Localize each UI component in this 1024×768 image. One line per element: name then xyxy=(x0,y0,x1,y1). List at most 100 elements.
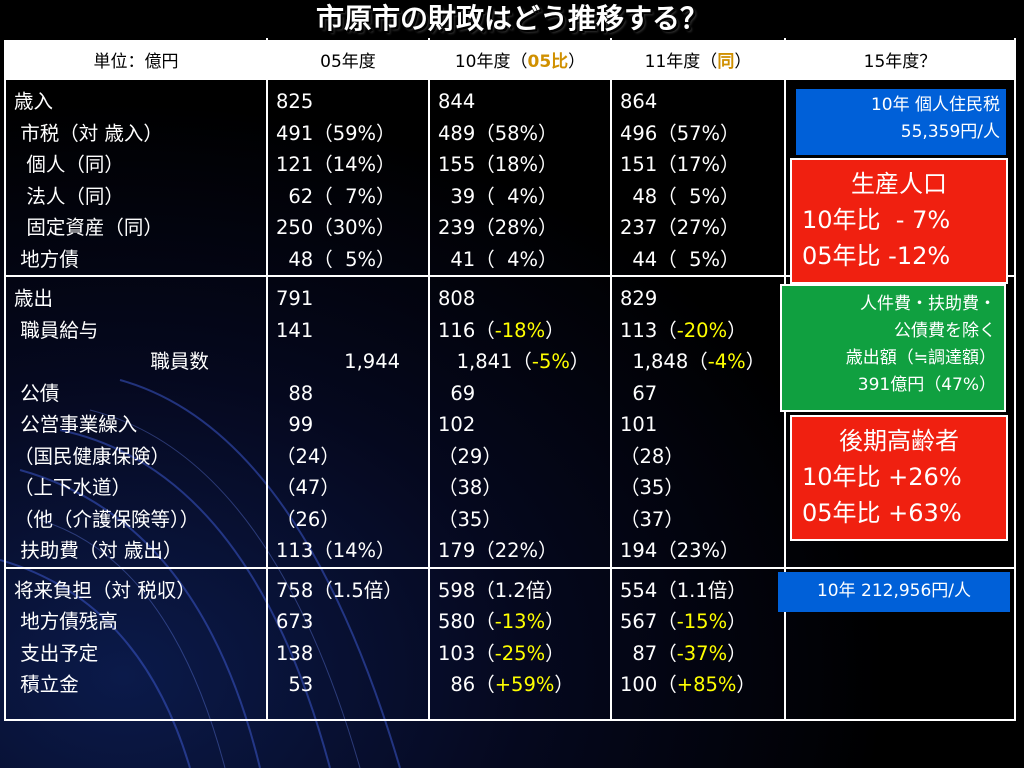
row-value: （26） xyxy=(276,507,340,531)
callout-working-population: 生産人口 10年比 - 7% 05年比 -12% xyxy=(790,158,1008,284)
row-label: 支出予定 xyxy=(14,641,99,665)
callout-line: 後期高齢者 xyxy=(839,427,959,455)
row-value: 113（-20%） xyxy=(620,318,747,342)
change-rate: -18% xyxy=(494,318,546,342)
row-value: 808 xyxy=(438,287,476,310)
header-fy05: 05年度 xyxy=(266,38,430,80)
row-value: 791 xyxy=(276,287,314,310)
row-label: 公債 xyxy=(14,381,60,405)
row-value: 138 xyxy=(276,641,314,665)
row-value: 1,848（-4%） xyxy=(620,350,766,373)
callout-line: 10年 個人住民税 xyxy=(870,95,1000,115)
row-value: 673 xyxy=(276,610,314,633)
row-label: 地方債残高 xyxy=(14,610,118,633)
row-value: 62（ 7%） xyxy=(276,184,396,208)
cell-item: 将来負担（対 税収） 地方債残高 支出予定 積立金 xyxy=(4,566,268,721)
row-value: 141 xyxy=(276,318,314,342)
change-rate: -5% xyxy=(531,350,570,373)
row-label: 個人（同） xyxy=(14,153,124,176)
row-value: 864 xyxy=(620,90,658,113)
slide-title: 市原市の財政はどう推移する？ xyxy=(315,2,708,35)
callout-line: 10年比 +26% xyxy=(802,463,962,491)
header-fy11: 11年度（同） xyxy=(610,38,786,80)
row-value: 237（27%） xyxy=(620,216,740,239)
row-label: 法人（同） xyxy=(14,184,124,208)
cell-fy05: 825 491（59%） 121（14%） 62（ 7%） 250（30%） 48（ … xyxy=(266,78,430,277)
row-value: 1,841（-5%） xyxy=(438,350,590,373)
row-value: 113（14%） xyxy=(276,539,396,562)
change-rate: -15% xyxy=(676,610,728,633)
row-value: 758（1.5倍） xyxy=(276,578,403,602)
change-rate: -20% xyxy=(676,318,728,342)
header-fy15: 15年度？ xyxy=(784,38,1016,80)
row-value: 39（ 4%） xyxy=(438,184,558,208)
row-value: 100（+85%） xyxy=(620,673,756,696)
row-value: 88 xyxy=(276,381,314,405)
row-value: 250（30%） xyxy=(276,216,396,239)
row-label: 歳出 xyxy=(14,287,54,310)
row-value: 41（ 4%） xyxy=(438,247,558,271)
callout-line: 391億円（47%） xyxy=(857,375,996,395)
budget-table: 単位：億円 05年度 10年度（05比） 11年度（同） 15年度？ 歳入 市税… xyxy=(4,38,1016,721)
row-value: （24） xyxy=(276,444,340,468)
row-value: 825 xyxy=(276,90,314,113)
cell-fy11: 829 113（-20%） 1,848（-4%） 67 101 （28） （35） （37… xyxy=(610,275,786,569)
row-value: 844 xyxy=(438,90,476,113)
row-value: （38） xyxy=(438,476,502,499)
cell-fy11: 864 496（57%） 151（17%） 48（ 5%） 237（27%） 44（ … xyxy=(610,78,786,277)
row-value: 101 xyxy=(620,413,658,436)
row-value: 102 xyxy=(438,413,476,436)
cell-item: 歳入 市税（対 歳入） 個人（同） 法人（同） 固定資産（同） 地方債 xyxy=(4,78,268,277)
row-value: 48（ 5%） xyxy=(276,247,396,271)
row-label: 扶助費（対 歳出） xyxy=(14,539,183,562)
row-value: 1,944 xyxy=(276,350,401,373)
row-label: 職員給与 xyxy=(14,318,99,342)
row-label: （他（介護保険等）） xyxy=(14,507,200,531)
row-value: 580（-13%） xyxy=(438,610,565,633)
row-value: 491（59%） xyxy=(276,121,396,145)
row-value: （35） xyxy=(620,476,684,499)
row-value: 155（18%） xyxy=(438,153,558,176)
callout-line: 歳出額（≒調達額） xyxy=(845,348,996,368)
cell-fy11: 554（1.1倍） 567（-15%） 87（-37%） 100（+85%） xyxy=(610,566,786,721)
cell-fy10: 598（1.2倍） 580（-13%） 103（-25%） 86（+59%） xyxy=(428,566,612,721)
row-label: 地方債 xyxy=(14,247,79,271)
change-rate: -4% xyxy=(707,350,746,373)
change-rate: +85% xyxy=(676,673,737,696)
row-value: 121（14%） xyxy=(276,153,396,176)
row-value: （28） xyxy=(620,444,684,468)
row-label: 固定資産（同） xyxy=(14,216,163,239)
callout-line: 生産人口 xyxy=(851,170,947,198)
row-value: （37） xyxy=(620,507,684,531)
header-unit: 単位：億円 xyxy=(4,38,268,80)
callout-expenditure-excluding: 人件費・扶助費・ 公債費を除く 歳出額（≒調達額） 391億円（47%） xyxy=(780,284,1006,412)
row-value: 69 xyxy=(438,381,476,405)
cell-fy05: 758（1.5倍） 673 138 53 xyxy=(266,566,430,721)
row-label: 積立金 xyxy=(14,673,79,696)
row-value: 489（58%） xyxy=(438,121,558,145)
row-label: 職員数 xyxy=(14,350,209,373)
row-label: 公営事業繰入 xyxy=(14,413,138,436)
row-value: 567（-15%） xyxy=(620,610,747,633)
row-value: 67 xyxy=(620,381,658,405)
change-rate: -25% xyxy=(494,641,546,665)
header-fy10: 10年度（05比） xyxy=(428,38,612,80)
row-value: 99 xyxy=(276,413,314,436)
callout-line: 10年比 - 7% xyxy=(802,206,951,234)
cell-fy10: 808 116（-18%） 1,841（-5%） 69 102 （29） （38） （35… xyxy=(428,275,612,569)
change-rate: -37% xyxy=(676,641,728,665)
row-label: 歳入 xyxy=(14,90,54,113)
row-label: 将来負担（対 税収） xyxy=(14,578,196,602)
row-value: 194（23%） xyxy=(620,539,740,562)
callout-line: 05年比 -12% xyxy=(802,242,951,270)
callout-personal-tax: 10年 個人住民税 55,359円/人 xyxy=(796,89,1006,155)
callout-line: 05年比 +63% xyxy=(802,499,962,527)
callout-line: 公債費を除く xyxy=(894,321,996,341)
row-value: 598（1.2倍） xyxy=(438,578,565,602)
section-future-burden: 将来負担（対 税収） 地方債残高 支出予定 積立金 758（1.5倍） 673 13… xyxy=(4,566,1016,721)
row-value: （35） xyxy=(438,507,502,531)
row-value: 829 xyxy=(620,287,658,310)
row-value: 44（ 5%） xyxy=(620,247,740,271)
row-value: （29） xyxy=(438,444,502,468)
row-label: （国民健康保険） xyxy=(14,444,171,468)
